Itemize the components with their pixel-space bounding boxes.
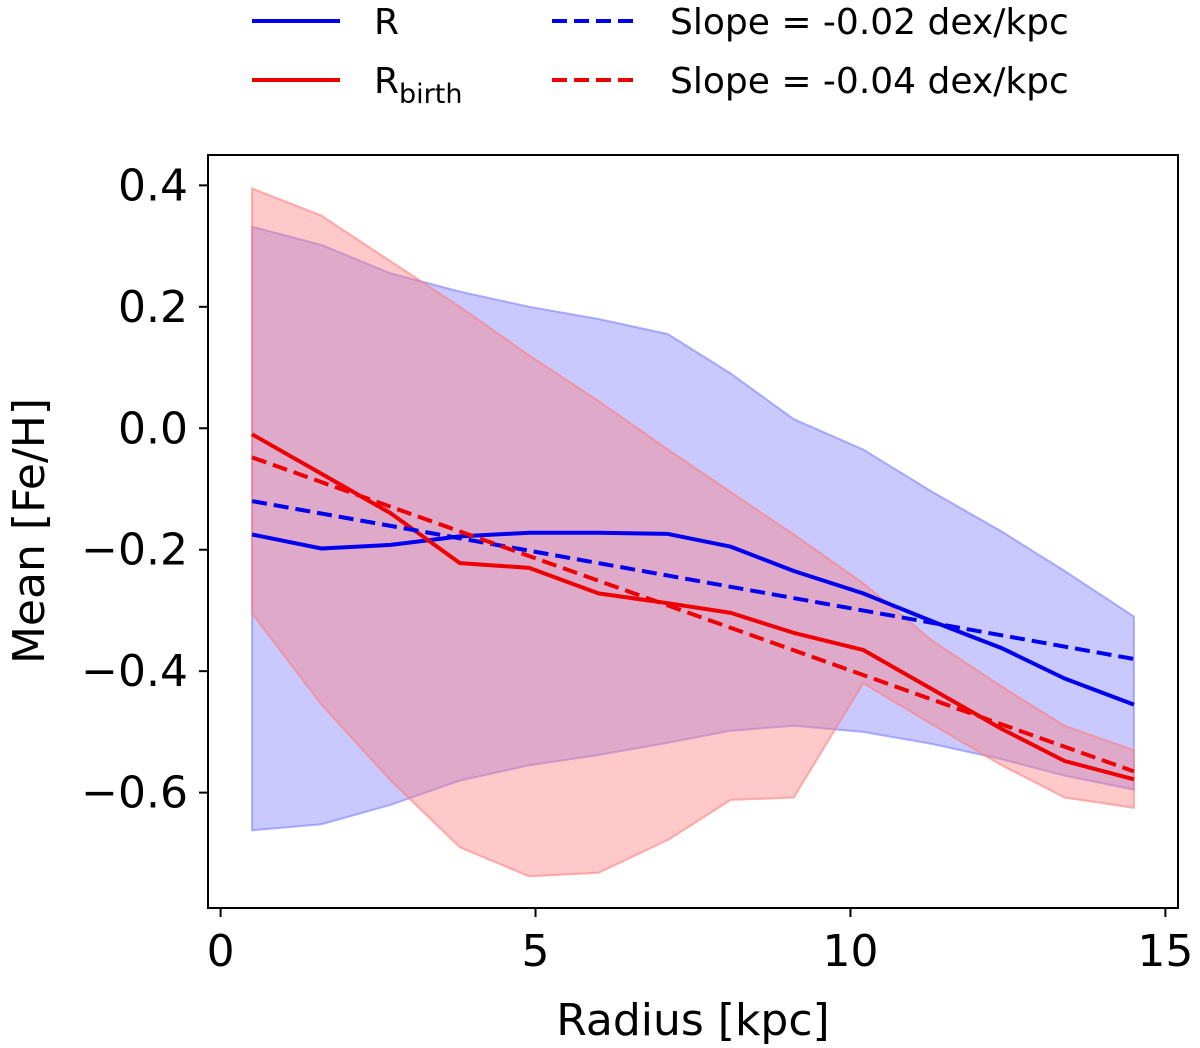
legend-label-r: R — [374, 2, 399, 43]
x-ticks: 0 5 10 15 — [207, 908, 1193, 977]
legend: R Rbirth Slope = -0.02 dex/kpc Slope = -… — [252, 2, 1069, 110]
y-tick-label: 0.4 — [118, 160, 188, 211]
y-tick-label: −0.6 — [81, 768, 188, 819]
x-tick-label: 5 — [522, 926, 550, 977]
legend-label-r-fit: Slope = -0.02 dex/kpc — [670, 2, 1069, 43]
x-tick-label: 15 — [1137, 926, 1193, 977]
y-tick-label: 0.2 — [118, 282, 188, 333]
x-axis-label: Radius [kpc] — [556, 995, 829, 1046]
legend-label-rbirth: Rbirth — [374, 61, 462, 110]
legend-label-rbirth-fit: Slope = -0.04 dex/kpc — [670, 61, 1069, 102]
lines — [251, 432, 1135, 782]
line-rbirth — [251, 432, 1135, 782]
legend-label-rbirth-sub: birth — [399, 79, 462, 110]
line-r — [251, 530, 1135, 707]
legend-label-rbirth-main: R — [374, 61, 399, 102]
line-rbirth-fit — [251, 455, 1135, 774]
line-r-fit — [251, 499, 1135, 661]
y-ticks: −0.6 −0.4 −0.2 0.0 0.2 0.4 — [81, 160, 208, 819]
bands — [251, 186, 1135, 878]
plot-frame — [207, 154, 1179, 909]
y-tick-label: 0.0 — [118, 403, 188, 454]
y-tick-label: −0.2 — [81, 525, 188, 576]
y-tick-label: −0.4 — [81, 646, 188, 697]
x-tick-label: 10 — [822, 926, 878, 977]
x-tick-label: 0 — [207, 926, 235, 977]
band-rbirth — [251, 186, 1135, 878]
y-axis-label: Mean [Fe/H] — [4, 398, 55, 664]
